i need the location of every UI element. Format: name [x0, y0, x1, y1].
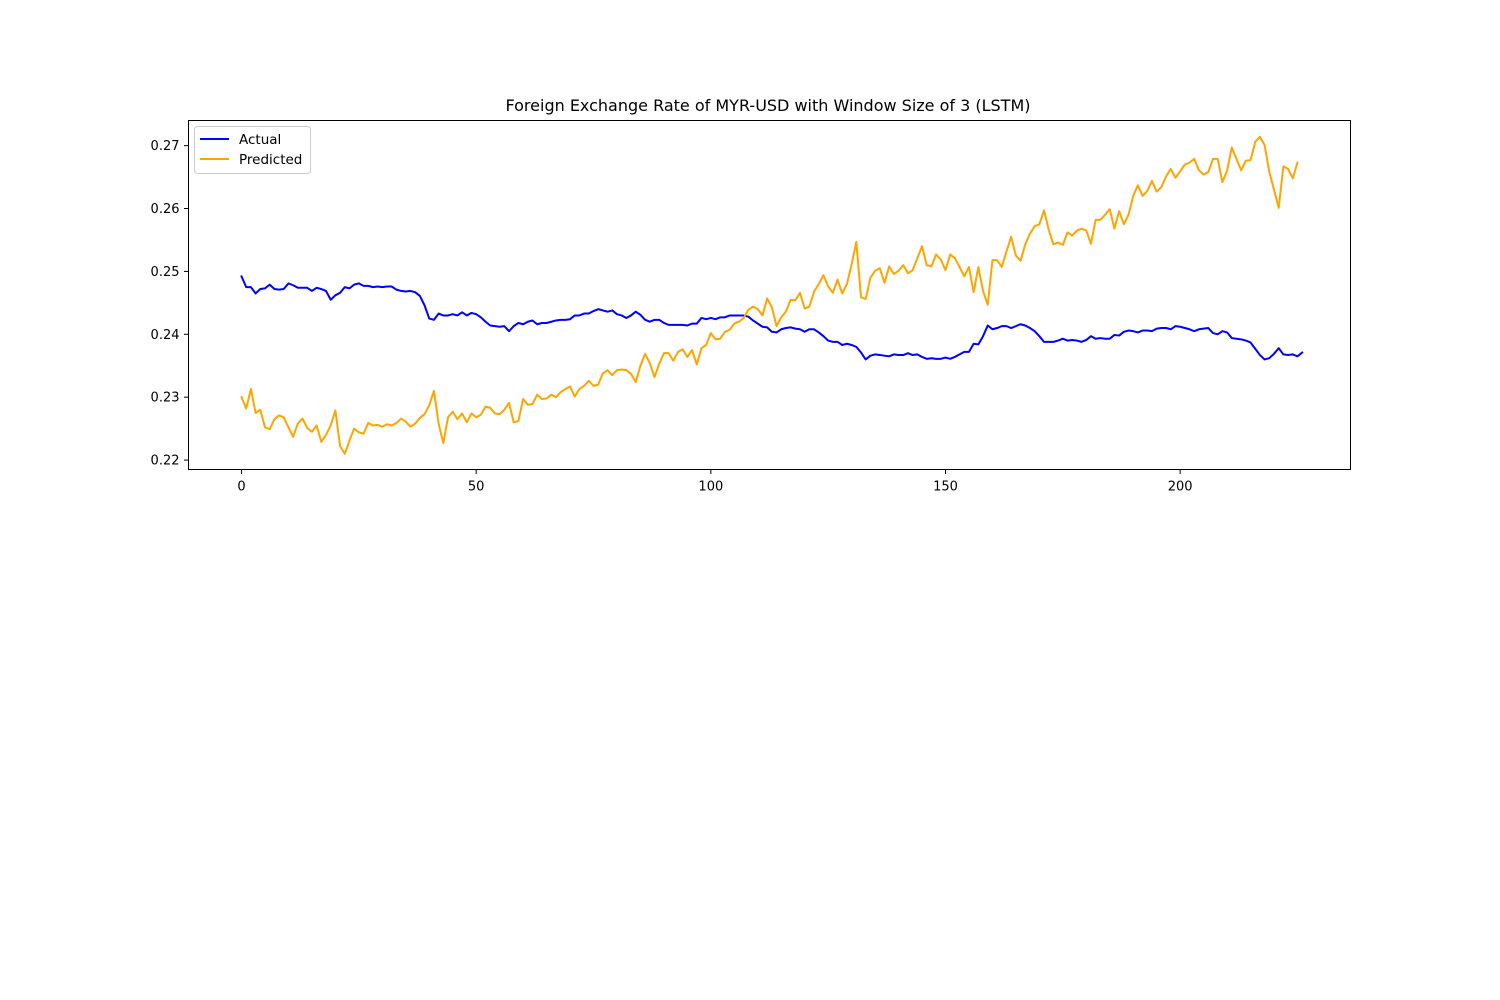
x-tick-label: 150: [933, 480, 958, 495]
legend-label-actual: Actual: [239, 132, 281, 148]
y-tick-label: 0.27: [151, 139, 180, 154]
x-tick-label: 50: [468, 480, 485, 495]
plot-area: [188, 120, 1351, 470]
y-tick-label: 0.26: [151, 202, 180, 217]
x-axis: 0 50 100 150 200: [237, 469, 1193, 495]
x-tick-label: 100: [698, 480, 723, 495]
plot-frame: [188, 120, 1351, 470]
y-axis: 0.22 0.23 0.24 0.25 0.26 0.27: [151, 139, 189, 469]
series-layer: [240, 135, 1304, 455]
series-line-actual: [240, 275, 1304, 361]
y-tick-label: 0.22: [151, 454, 180, 469]
y-tick-label: 0.24: [151, 328, 180, 343]
x-tick-label: 0: [237, 480, 245, 495]
series-line-predicted: [240, 135, 1299, 455]
legend: Actual Predicted: [194, 126, 311, 174]
chart-title: Foreign Exchange Rate of MYR-USD with Wi…: [506, 96, 1031, 115]
y-tick-label: 0.25: [151, 265, 180, 280]
legend-label-predicted: Predicted: [239, 152, 302, 168]
x-tick-label: 200: [1168, 480, 1193, 495]
y-tick-label: 0.23: [151, 391, 180, 406]
